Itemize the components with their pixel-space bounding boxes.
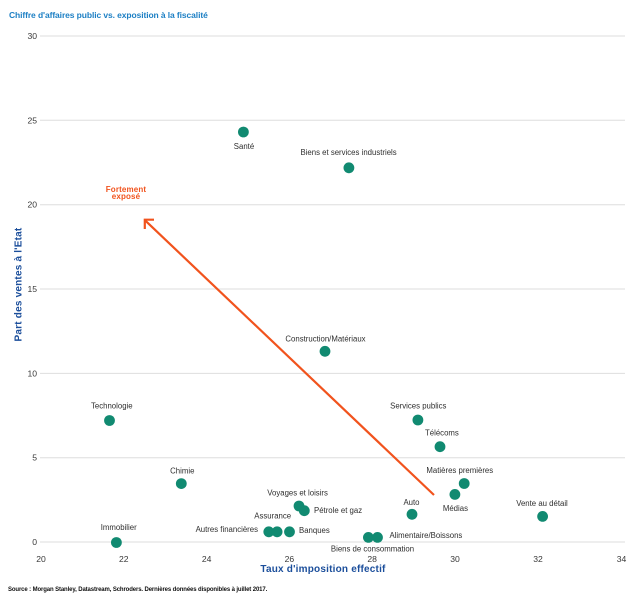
svg-text:32: 32 — [533, 554, 543, 564]
svg-text:Santé: Santé — [234, 142, 254, 151]
svg-text:Banques: Banques — [299, 526, 330, 535]
svg-text:0: 0 — [32, 537, 37, 547]
svg-text:15: 15 — [27, 284, 37, 294]
svg-text:Construction/Matériaux: Construction/Matériaux — [285, 334, 365, 343]
svg-text:Auto: Auto — [403, 498, 420, 507]
svg-text:Biens et services industriels: Biens et services industriels — [300, 148, 396, 157]
svg-text:Médias: Médias — [443, 504, 468, 513]
svg-text:Matières premières: Matières premières — [426, 466, 493, 475]
svg-text:Autres financières: Autres financières — [196, 525, 259, 534]
svg-text:25: 25 — [27, 115, 37, 125]
svg-text:Vente au détail: Vente au détail — [516, 499, 568, 508]
svg-text:26: 26 — [285, 554, 295, 564]
svg-text:Chiffre d'affaires public vs.: Chiffre d'affaires public vs. exposition… — [9, 10, 208, 20]
svg-text:Voyages et loisirs: Voyages et loisirs — [267, 489, 328, 498]
svg-text:30: 30 — [450, 554, 460, 564]
svg-text:24: 24 — [202, 554, 212, 564]
svg-text:22: 22 — [119, 554, 129, 564]
svg-text:Part des ventes à l'Etat: Part des ventes à l'Etat — [14, 227, 25, 341]
svg-text:Source : Morgan Stanley, Datas: Source : Morgan Stanley, Datastream, Sch… — [8, 587, 268, 593]
svg-text:Assurance: Assurance — [254, 511, 291, 520]
svg-text:Services publics: Services publics — [390, 402, 446, 411]
svg-text:Pétrole et gaz: Pétrole et gaz — [314, 506, 362, 515]
svg-text:10: 10 — [27, 368, 37, 378]
svg-text:Télécoms: Télécoms — [425, 428, 459, 437]
svg-text:20: 20 — [27, 200, 37, 210]
svg-text:34: 34 — [617, 554, 627, 564]
svg-text:Chimie: Chimie — [170, 467, 194, 476]
svg-text:Taux d'imposition effectif: Taux d'imposition effectif — [260, 564, 386, 575]
svg-text:Fortement: Fortement — [106, 185, 147, 194]
svg-text:exposé: exposé — [112, 192, 141, 201]
svg-text:28: 28 — [367, 554, 377, 564]
svg-text:Technologie: Technologie — [91, 401, 133, 410]
svg-text:5: 5 — [32, 453, 37, 463]
svg-text:Alimentaire/Boissons: Alimentaire/Boissons — [390, 531, 463, 540]
svg-text:Biens de consommation: Biens de consommation — [331, 545, 414, 554]
svg-text:Immobilier: Immobilier — [101, 523, 137, 532]
svg-text:30: 30 — [27, 31, 37, 41]
svg-text:20: 20 — [36, 554, 46, 564]
